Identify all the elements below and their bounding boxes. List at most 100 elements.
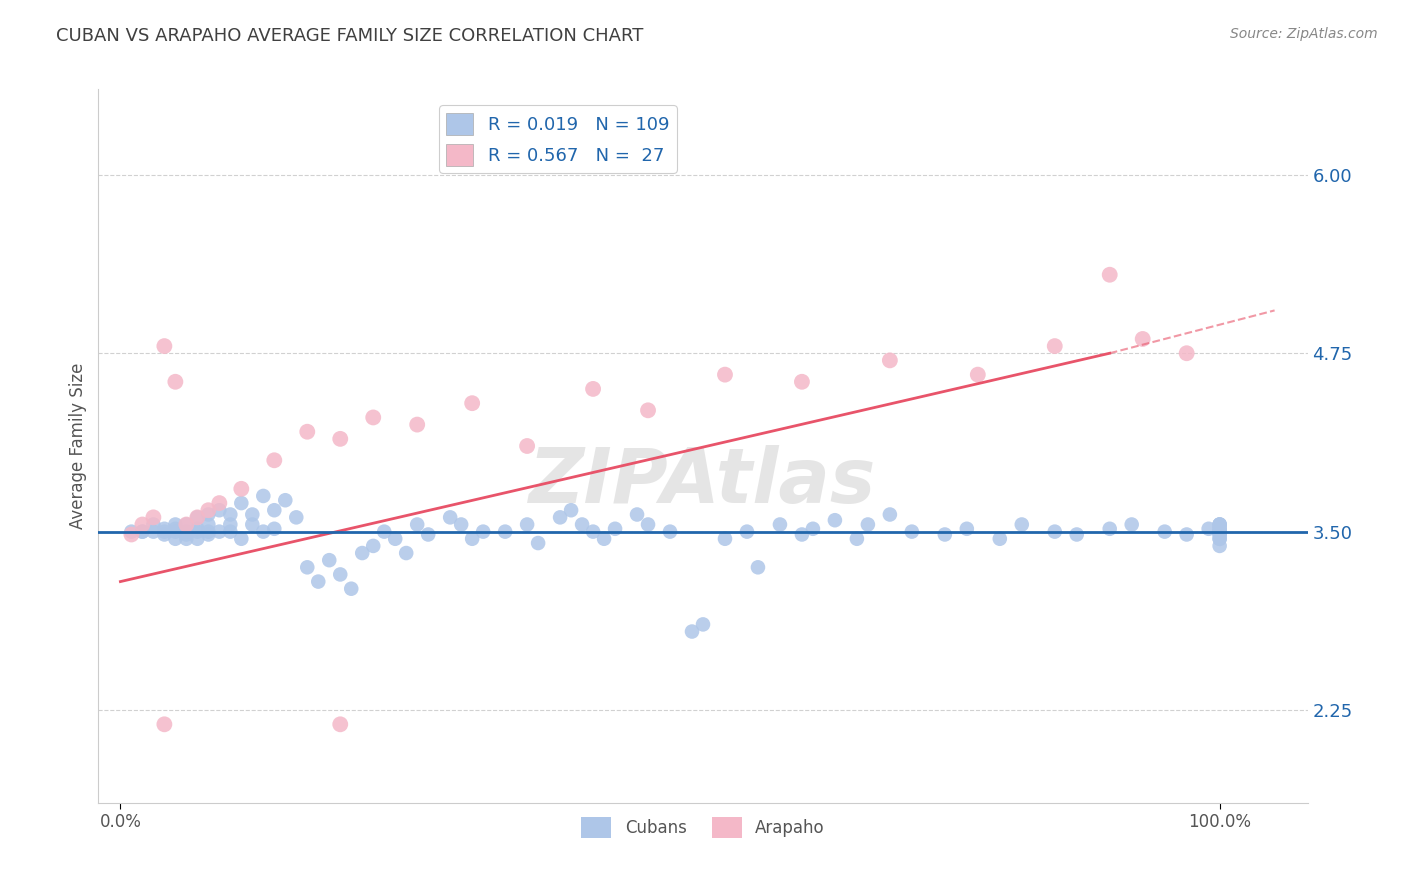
Point [208,503,231,517]
Point [153,527,176,541]
Point [131,524,153,539]
Point [208,524,231,539]
Point [153,717,176,731]
Point [263,503,285,517]
Point [879,508,901,522]
Point [1198,522,1220,536]
Point [450,517,472,532]
Point [418,527,440,541]
Point [1208,527,1230,541]
Point [1098,268,1121,282]
Point [361,539,384,553]
Point [527,536,550,550]
Point [231,482,253,496]
Point [1208,532,1230,546]
Point [1208,522,1230,536]
Point [240,508,263,522]
Legend: Cubans, Arapaho: Cubans, Arapaho [575,811,831,845]
Text: CUBAN VS ARAPAHO AVERAGE FAMILY SIZE CORRELATION CHART: CUBAN VS ARAPAHO AVERAGE FAMILY SIZE COR… [56,27,644,45]
Point [142,510,165,524]
Point [582,524,605,539]
Point [461,396,484,410]
Point [186,532,208,546]
Point [197,503,219,517]
Point [186,524,208,539]
Point [297,560,319,574]
Point [1208,524,1230,539]
Point [219,508,242,522]
Point [252,524,274,539]
Point [714,532,737,546]
Point [186,510,208,524]
Point [165,524,187,539]
Point [395,546,418,560]
Point [361,410,384,425]
Point [1043,524,1066,539]
Point [153,524,176,539]
Point [1153,524,1175,539]
Point [373,524,395,539]
Point [240,517,263,532]
Point [1175,346,1198,360]
Point [439,510,461,524]
Point [1121,517,1143,532]
Point [1208,517,1230,532]
Point [472,524,495,539]
Point [406,517,429,532]
Point [593,532,616,546]
Point [856,517,879,532]
Point [735,524,758,539]
Point [120,524,142,539]
Point [845,532,868,546]
Point [626,508,648,522]
Point [659,524,682,539]
Point [956,522,979,536]
Point [219,517,242,532]
Point [297,425,319,439]
Point [879,353,901,368]
Point [582,382,605,396]
Point [516,517,538,532]
Point [1175,527,1198,541]
Point [120,527,142,541]
Point [1098,522,1121,536]
Point [219,524,242,539]
Point [1208,517,1230,532]
Point [516,439,538,453]
Point [231,532,253,546]
Point [1043,339,1066,353]
Point [1208,524,1230,539]
Point [1132,332,1154,346]
Point [142,517,165,532]
Point [1208,524,1230,539]
Point [824,513,846,527]
Point [176,524,198,539]
Point [548,510,571,524]
Point [571,517,593,532]
Point [637,517,659,532]
Point [208,496,231,510]
Point [176,517,198,532]
Point [165,375,187,389]
Point [318,553,340,567]
Point [307,574,329,589]
Point [747,560,769,574]
Point [176,517,198,532]
Point [176,532,198,546]
Point [681,624,703,639]
Point [461,532,484,546]
Point [1208,522,1230,536]
Point [142,524,165,539]
Point [329,567,352,582]
Point [406,417,429,432]
Point [176,527,198,541]
Point [197,508,219,522]
Point [1011,517,1033,532]
Point [637,403,659,417]
Point [1208,527,1230,541]
Point [790,375,813,389]
Text: Source: ZipAtlas.com: Source: ZipAtlas.com [1230,27,1378,41]
Point [692,617,714,632]
Point [1066,527,1088,541]
Point [988,532,1011,546]
